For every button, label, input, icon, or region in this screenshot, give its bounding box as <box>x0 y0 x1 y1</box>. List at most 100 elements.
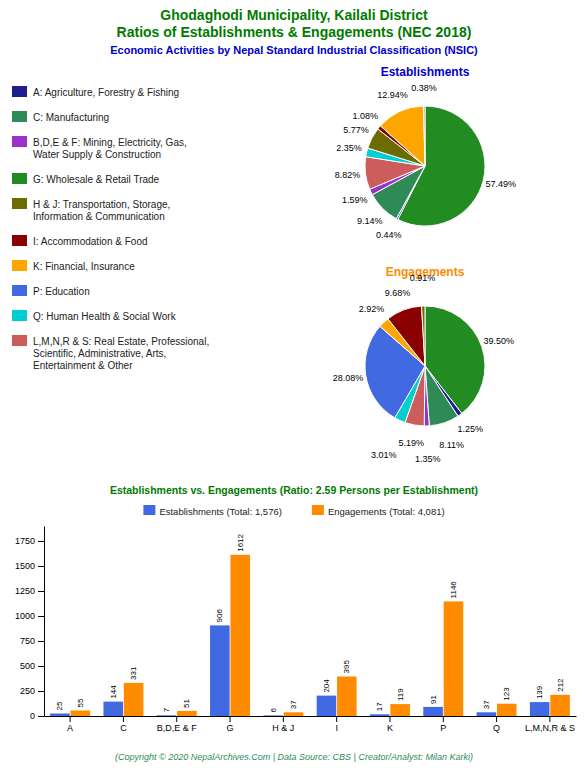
bar-legend: Establishments (Total: 1,576)Engagements… <box>143 505 444 517</box>
pie-slice <box>424 106 425 166</box>
pie-slice <box>425 366 458 426</box>
tick-mark <box>443 716 444 722</box>
data-label: 331 <box>129 666 138 680</box>
tick: C <box>120 716 127 733</box>
data-label: 0.44% <box>376 230 402 240</box>
y-axis: 02505007501000125015001750 <box>15 527 45 722</box>
legend-label: Q: Human Health & Social Work <box>33 311 177 322</box>
legend-swatch <box>12 136 27 147</box>
data-label: 6 <box>269 707 278 712</box>
data-label: 2.92% <box>359 304 385 314</box>
bar <box>370 714 390 716</box>
data-label: 37 <box>482 700 491 709</box>
data-label: 204 <box>322 679 331 693</box>
bar <box>497 704 517 716</box>
legend-swatch <box>12 260 27 271</box>
tick-mark <box>38 716 44 717</box>
legend-swatch <box>12 335 27 346</box>
bar <box>230 555 250 716</box>
subtitle: Economic Activities by Nepal Standard In… <box>110 44 478 56</box>
legend-swatch <box>312 505 324 515</box>
legend-label: Engagements (Total: 4,081) <box>328 506 445 517</box>
data-label: 37 <box>289 700 298 709</box>
data-label: 2.35% <box>336 143 362 153</box>
tick: Q <box>493 716 500 733</box>
legend-swatch <box>12 111 27 122</box>
tick-label: 750 <box>20 636 35 646</box>
legend-label: K: Financial, Insurance <box>33 261 135 272</box>
tick: L,M,N,R & S <box>525 716 575 733</box>
annotation: (Copyright © 2020 NepalArchives.Com | Da… <box>115 752 473 762</box>
bar <box>157 715 177 716</box>
x-axis: ACB,D,E & FGH & JIKPQL,M,N,R & S <box>45 716 577 733</box>
title: Ghodaghodi Municipality, Kailali Distric… <box>160 7 428 23</box>
legend-label: P: Education <box>33 286 90 297</box>
legend-label: I: Accommodation & Food <box>33 236 148 247</box>
tick-label: B,D,E & F <box>157 723 198 733</box>
data-label: 9.68% <box>385 288 411 298</box>
tick: G <box>227 716 234 733</box>
pie: 39.50%1.25%8.11%1.35%5.19%3.01%28.08%2.9… <box>333 273 514 464</box>
data-label: 5.77% <box>343 125 369 135</box>
tick-mark <box>123 716 124 722</box>
data-label: 51 <box>182 698 191 707</box>
data-label: 12.94% <box>377 90 408 100</box>
data-label: 7 <box>162 707 171 712</box>
axis-line <box>44 527 45 717</box>
bars <box>50 555 570 716</box>
tick: 250 <box>20 686 44 696</box>
bar <box>50 714 70 717</box>
tick: 0 <box>30 711 44 721</box>
tick-mark <box>549 716 550 722</box>
tick-mark <box>283 716 284 722</box>
pie-slice <box>380 106 425 166</box>
tick-label: 250 <box>20 686 35 696</box>
pie: 57.49%0.44%9.14%1.59%8.82%2.35%5.77%1.08… <box>335 83 516 240</box>
tick-label: K <box>387 723 393 733</box>
data-label: 39.50% <box>484 336 515 346</box>
bar <box>124 683 144 716</box>
data-label: 395 <box>342 660 351 674</box>
data-label: 119 <box>396 688 405 701</box>
tick-label: P <box>440 723 446 733</box>
tick-label: 0 <box>30 711 35 721</box>
bar <box>550 695 570 716</box>
pie-slice <box>422 306 425 366</box>
bar <box>71 711 91 717</box>
data-label: 55 <box>76 698 85 707</box>
tick-mark <box>230 716 231 722</box>
data-label: 1.59% <box>342 195 368 205</box>
legend-swatch <box>12 285 27 296</box>
tick-label: C <box>120 723 127 733</box>
tick: A <box>67 716 73 733</box>
legend-swatch <box>143 505 155 515</box>
data-label: 123 <box>502 687 511 701</box>
data-label: 139 <box>535 685 544 699</box>
tick: 1000 <box>15 611 44 621</box>
tick-label: 1250 <box>15 586 35 596</box>
legend-label: B,D,E & F: Mining, Electricity, Gas,Wate… <box>33 137 187 160</box>
bar <box>444 601 464 716</box>
data-label: 1.25% <box>458 424 484 434</box>
tick-mark <box>496 716 497 722</box>
tick-label: 1000 <box>15 611 35 621</box>
bar <box>337 677 357 717</box>
data-label: 3.01% <box>371 450 397 460</box>
tick: K <box>387 716 393 733</box>
tick-mark <box>38 541 44 542</box>
tick-label: L,M,N,R & S <box>525 723 575 733</box>
pie-slice <box>388 306 425 366</box>
tick: 1250 <box>15 586 44 596</box>
tick: P <box>440 716 446 733</box>
data-label: 57.49% <box>486 179 517 189</box>
data-label: 91 <box>429 694 438 703</box>
data-label: 0.38% <box>411 83 437 93</box>
bar <box>284 712 304 716</box>
tick: 500 <box>20 661 44 671</box>
data-label: 8.11% <box>439 440 464 450</box>
bar <box>103 702 123 716</box>
tick-label: G <box>227 723 234 733</box>
tick: 750 <box>20 636 44 646</box>
tick-mark <box>38 641 44 642</box>
data-label: 906 <box>215 609 224 623</box>
